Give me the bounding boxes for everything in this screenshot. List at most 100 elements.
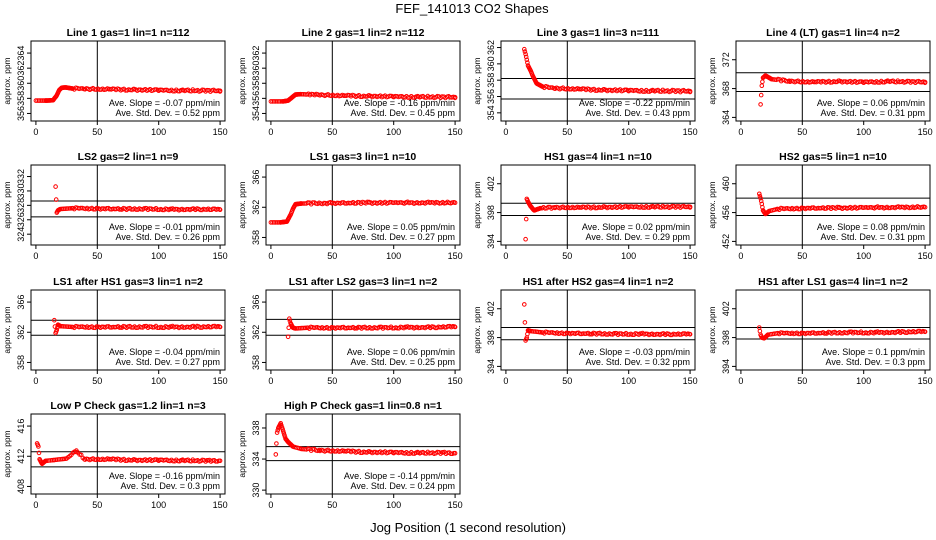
data-point — [274, 441, 279, 446]
x-tick-label: 100 — [621, 251, 636, 261]
y-tick-label: 460 — [721, 176, 731, 191]
x-tick-label: 0 — [738, 251, 743, 261]
x-tick-label: 150 — [918, 376, 933, 386]
y-tick-label: 398 — [486, 330, 496, 345]
panel-title: Line 3 gas=1 lin=3 n=111 — [537, 27, 659, 39]
data-point — [290, 443, 295, 449]
data-points — [268, 91, 458, 104]
data-point — [280, 426, 285, 432]
plot-frame — [500, 164, 696, 246]
data-point — [217, 88, 223, 94]
x-tick-label: 100 — [856, 127, 871, 137]
x-tick-label: 50 — [797, 251, 807, 261]
data-point — [287, 316, 292, 322]
x-tick-label: 150 — [918, 127, 933, 137]
plot-frame — [500, 289, 696, 371]
data-points — [758, 73, 928, 107]
stat-annotation: Ave. Std. Dev. = 0.43 ppm — [586, 108, 690, 118]
x-tick-label: 50 — [327, 127, 337, 137]
y-tick-label: 412 — [16, 449, 26, 464]
plot-frame — [735, 289, 931, 371]
data-point — [522, 302, 527, 307]
x-tick-label: 0 — [268, 127, 273, 137]
x-tick-label: 150 — [918, 251, 933, 261]
data-point — [141, 324, 147, 329]
data-point — [523, 51, 528, 57]
data-points — [33, 85, 223, 103]
stat-annotation: Ave. Std. Dev. = 0.25 ppm — [351, 357, 455, 367]
data-point — [523, 216, 529, 222]
stat-annotation: Ave. Slope = 0.1 ppm/min — [822, 347, 925, 357]
y-tick-label: 360 — [251, 61, 261, 76]
data-point — [36, 450, 42, 456]
y-tick-label: 394 — [721, 359, 731, 374]
y-tick-label: 366 — [251, 170, 261, 185]
y-tick-label: 362 — [16, 325, 26, 340]
x-tick-label: 50 — [92, 376, 102, 386]
y-tick-label: 364 — [16, 46, 26, 61]
x-tick-label: 150 — [213, 127, 228, 137]
x-tick-label: 0 — [503, 376, 508, 386]
stat-annotation: Ave. Std. Dev. = 0.45 ppm — [351, 108, 455, 118]
data-point — [922, 329, 928, 335]
data-point — [67, 324, 73, 330]
data-point — [302, 325, 308, 331]
plot-frame — [735, 164, 931, 246]
y-axis-label: approx. ppm — [237, 306, 247, 353]
stat-annotation: Ave. Std. Dev. = 0.32 ppm — [586, 357, 690, 367]
x-tick-label: 50 — [797, 376, 807, 386]
figure-title: FEF_141013 CO2 Shapes — [395, 1, 549, 16]
y-tick-label: 324 — [16, 227, 26, 242]
data-points — [523, 196, 693, 242]
data-point — [217, 207, 223, 212]
data-points — [285, 316, 458, 340]
data-point — [54, 327, 60, 333]
x-tick-label: 50 — [92, 251, 102, 261]
x-tick-label: 100 — [621, 127, 636, 137]
x-tick-label: 100 — [386, 376, 401, 386]
panel-title: LS2 gas=2 lin=1 n=9 — [78, 151, 179, 163]
x-tick-label: 0 — [268, 376, 273, 386]
y-tick-label: 402 — [486, 301, 496, 316]
y-tick-label: 326 — [16, 212, 26, 227]
stat-annotation: Ave. Slope = -0.07 ppm/min — [109, 98, 220, 108]
y-tick-label: 334 — [251, 452, 261, 467]
plot-frame — [265, 289, 461, 371]
data-point — [757, 328, 763, 334]
data-points — [268, 199, 458, 225]
y-tick-label: 358 — [486, 73, 496, 88]
y-axis-label: approx. ppm — [707, 181, 717, 228]
x-tick-label: 50 — [327, 251, 337, 261]
stat-annotation: Ave. Slope = -0.04 ppm/min — [109, 347, 220, 357]
stat-annotation: Ave. Slope = -0.16 ppm/min — [109, 471, 220, 481]
x-tick-label: 50 — [797, 127, 807, 137]
data-point — [274, 430, 280, 435]
x-tick-label: 0 — [33, 376, 38, 386]
data-point — [53, 184, 58, 189]
y-tick-label: 330 — [251, 483, 261, 498]
plot-frame — [265, 413, 461, 495]
stat-annotation: Ave. Slope = 0.06 ppm/min — [817, 98, 925, 108]
y-axis-label: approx. ppm — [707, 306, 717, 353]
panel-2: Line 2 gas=1 lin=2 n=112 approx. ppm 0 50 10… — [237, 27, 463, 137]
y-axis-label: approx. ppm — [472, 306, 482, 353]
data-point — [760, 79, 765, 84]
data-point — [757, 191, 762, 197]
panel-13: Low P Check gas=1.2 lin=1 n=3 approx. ppm… — [2, 400, 228, 510]
data-points — [757, 325, 928, 341]
data-point — [522, 320, 528, 325]
stat-annotation: Ave. Std. Dev. = 0.31 ppm — [821, 232, 925, 242]
data-point — [281, 430, 287, 436]
x-tick-label: 0 — [33, 500, 38, 510]
stat-annotation: Ave. Std. Dev. = 0.27 ppm — [116, 357, 220, 367]
x-tick-label: 0 — [33, 127, 38, 137]
y-tick-label: 364 — [721, 110, 731, 125]
stat-annotation: Ave. Slope = -0.16 ppm/min — [344, 98, 455, 108]
y-tick-label: 402 — [486, 176, 496, 191]
panel-14: High P Check gas=1 lin=0.8 n=1 approx. pp… — [237, 400, 463, 510]
y-tick-label: 338 — [251, 420, 261, 435]
y-axis-label: approx. ppm — [2, 181, 12, 228]
stat-annotation: Ave. Slope = 0.06 ppm/min — [347, 347, 455, 357]
panel-10: LS1 after LS2 gas=3 lin=1 n=2 approx. ppm… — [237, 276, 463, 386]
x-tick-label: 150 — [448, 251, 463, 261]
